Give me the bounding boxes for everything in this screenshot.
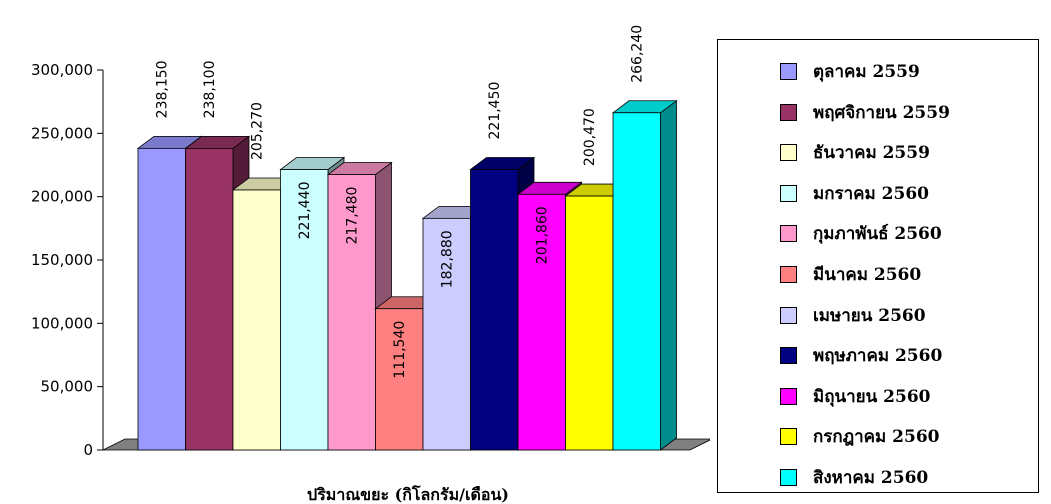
legend-swatch: [780, 428, 797, 446]
bar-front: [422, 217, 471, 451]
legend-label: มีนาคม 2560: [813, 265, 922, 285]
legend-item: พฤศจิกายน 2559: [718, 97, 1038, 127]
bar-chart: 0 50,000 100,000 150,000 200,000 250,000 300,0…: [31, 25, 710, 504]
bar-value-label: 221,450: [487, 82, 503, 140]
legend-item: มกราคม 2560: [718, 178, 1038, 208]
y-tick-label: 200,000: [31, 188, 93, 206]
bar-value-label: 200,470: [582, 108, 598, 166]
bar-value-label: 201,860: [535, 206, 551, 264]
bar-front: [280, 169, 329, 451]
bar-value-label: 111,540: [392, 321, 408, 379]
legend-label: มกราคม 2560: [813, 183, 929, 204]
y-axis: 0 50,000 100,000 150,000 200,000 250,000 300,0…: [31, 61, 104, 459]
legend-label: เมษายน 2560: [813, 305, 926, 326]
legend-swatch: [780, 225, 797, 243]
y-tick-label: 50,000: [41, 378, 94, 396]
legend-swatch: [780, 184, 797, 202]
y-tick-label: 0: [83, 441, 93, 459]
legend-item: กรกฎาคม 2560: [718, 421, 1038, 451]
y-tick-label: 250,000: [31, 124, 93, 142]
legend-item: ธันวาคม 2559: [718, 137, 1038, 167]
bar-value-label: 238,100: [202, 61, 218, 119]
legend-item: พฤษภาคม 2560: [718, 340, 1038, 370]
legend-label: ตุลาคม 2559: [813, 62, 920, 82]
bar-value-label: 238,150: [155, 60, 171, 118]
legend-label: กุมภาพันธ์ 2560: [813, 224, 942, 245]
legend-swatch: [780, 103, 797, 121]
x-axis-label: ปริมาณขยะ (กิโลกรัม/เดือน): [307, 484, 509, 504]
legend-swatch: [780, 306, 797, 324]
bar-value-label: 205,270: [250, 102, 266, 160]
legend-label: มิถุนายน 2560: [813, 386, 931, 407]
legend-swatch: [780, 347, 797, 365]
bar-front: [612, 112, 661, 451]
bar-value-label: 217,480: [345, 187, 361, 245]
bar-front: [375, 308, 424, 451]
legend-item: มีนาคม 2560: [718, 259, 1038, 289]
legend-swatch: [780, 266, 797, 283]
legend-swatch: [780, 387, 797, 405]
bar-front: [565, 195, 614, 451]
legend-swatch: [780, 469, 797, 486]
bar-value-label: 182,880: [440, 230, 456, 288]
bar-front: [470, 169, 519, 451]
legend-label: พฤษภาคม 2560: [813, 346, 943, 367]
legend-label: พฤศจิกายน 2559: [813, 102, 950, 123]
bar-value-label: 266,240: [630, 25, 646, 83]
legend-item: เมษายน 2560: [718, 300, 1038, 330]
bar-front: [327, 174, 376, 451]
y-tick-label: 100,000: [31, 314, 93, 332]
bar-value-label: 221,440: [297, 182, 313, 240]
bar-front: [232, 189, 281, 451]
value-labels: 238,150 238,100 205,270 221,440 217,480 111,5…: [155, 25, 646, 379]
legend-item: กุมภาพันธ์ 2560: [718, 218, 1038, 248]
legend-swatch: [780, 144, 797, 162]
y-tick-label: 300,000: [31, 61, 93, 79]
bar-side: [660, 99, 677, 451]
bars: [136, 99, 678, 451]
legend-swatch: [780, 63, 797, 80]
legend-label: สิงหาคม 2560: [813, 468, 929, 488]
legend-label: กรกฎาคม 2560: [813, 427, 940, 448]
legend-item: สิงหาคม 2560: [718, 462, 1038, 492]
bar-front: [185, 148, 234, 451]
legend-item: มิถุนายน 2560: [718, 381, 1038, 411]
legend-label: ธันวาคม 2559: [813, 143, 930, 164]
legend: ตุลาคม 2559 พฤศจิกายน 2559 ธันวาคม 2559 มกร…: [717, 39, 1039, 493]
legend-item: ตุลาคม 2559: [718, 56, 1038, 86]
bar: [611, 99, 678, 451]
y-tick-label: 150,000: [31, 251, 93, 269]
bar-front: [137, 147, 186, 451]
bar-front: [517, 193, 566, 451]
